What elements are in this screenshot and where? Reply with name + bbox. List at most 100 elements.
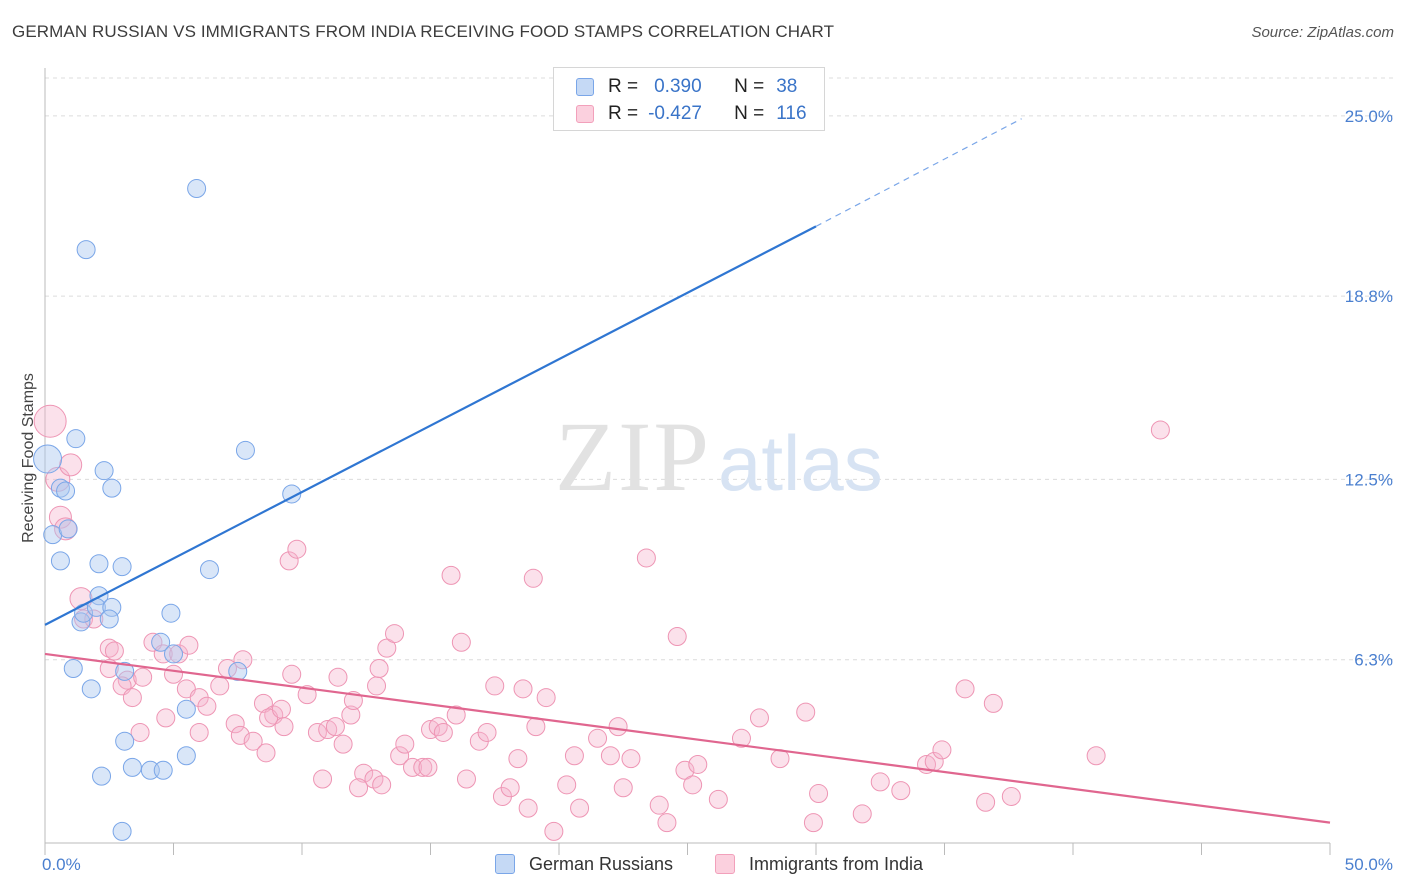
india-point: [731, 728, 751, 748]
india-point: [809, 784, 829, 804]
india-point: [749, 708, 769, 728]
india-point: [433, 722, 453, 742]
german-russian-point: [112, 821, 132, 841]
india-point: [99, 638, 119, 658]
india-point: [156, 708, 176, 728]
german-russian-point: [102, 478, 122, 498]
india-point: [983, 693, 1003, 713]
india-point: [803, 813, 823, 833]
german-russian-trend-line: [44, 225, 817, 626]
india-point: [390, 746, 410, 766]
india-point: [33, 404, 67, 438]
x-tick-label: 50.0%: [1345, 855, 1393, 874]
india-point: [1086, 746, 1106, 766]
german-russian-point: [33, 444, 63, 474]
german-russian-point: [151, 632, 171, 652]
india-point: [130, 722, 150, 742]
legend-n-value: 38: [776, 76, 798, 97]
german-russian-point: [63, 658, 83, 678]
india-point: [225, 714, 245, 734]
india-point: [313, 769, 333, 789]
india-point: [600, 746, 620, 766]
india-point: [367, 676, 387, 696]
india-point: [508, 749, 528, 769]
german-russian-point: [122, 757, 142, 777]
german-russian-point: [102, 597, 122, 617]
india-point: [513, 679, 533, 699]
india-point: [544, 821, 564, 841]
india-point: [385, 624, 405, 644]
india-point: [256, 743, 276, 763]
india-point: [500, 778, 520, 798]
india-point: [870, 772, 890, 792]
india-point: [59, 453, 83, 477]
german-russian-point: [161, 603, 181, 623]
german-russian-point: [66, 429, 86, 449]
india-point: [518, 798, 538, 818]
legend: R = 0.390 N = 38 R = -0.427 N = 116: [553, 67, 825, 131]
india-point: [1150, 420, 1170, 440]
german-russian-point: [99, 609, 119, 629]
india-point: [446, 705, 466, 725]
india-point: [683, 775, 703, 795]
india-point: [279, 551, 299, 571]
german-russian-point: [153, 760, 173, 780]
india-point: [608, 717, 628, 737]
legend-swatch-blue: [576, 78, 594, 96]
india-point: [164, 664, 183, 684]
legend-row-india: R = -0.427 N = 116: [576, 101, 807, 127]
india-point: [451, 632, 471, 652]
india-point: [485, 676, 505, 696]
india-point: [891, 781, 911, 801]
india-point: [153, 644, 173, 664]
india-point: [657, 813, 677, 833]
india-point: [179, 635, 199, 655]
german-russian-point: [50, 551, 70, 571]
india-point: [395, 734, 415, 754]
india-point: [621, 749, 641, 769]
india-point: [708, 789, 728, 809]
y-tick-label: 18.8%: [1345, 287, 1393, 306]
german-russian-point: [164, 644, 183, 664]
india-point: [688, 754, 708, 774]
india-point: [364, 769, 384, 789]
india-point: [523, 568, 543, 588]
y-tick-label: 6.3%: [1354, 651, 1393, 670]
y-tick-label: 12.5%: [1345, 470, 1393, 489]
x-tick-labels: 0.0% 50.0%: [42, 855, 1393, 874]
german-russian-point: [56, 481, 76, 501]
india-point: [564, 746, 584, 766]
german-russian-point: [176, 699, 196, 719]
india-point: [333, 734, 353, 754]
india-point: [233, 650, 253, 670]
bottom-legend-german-russians: German Russians: [495, 851, 673, 877]
german-russian-point: [112, 557, 132, 577]
india-point: [328, 667, 348, 687]
india-point: [418, 757, 438, 777]
german-russian-point: [92, 766, 112, 786]
legend-r-value: -0.427: [648, 103, 702, 124]
india-point: [536, 688, 556, 708]
india-point: [230, 725, 250, 745]
legend-n-label: N =: [734, 76, 765, 97]
india-point: [372, 775, 392, 795]
india-point: [325, 717, 345, 737]
india-point: [526, 717, 546, 737]
india-point: [287, 539, 307, 559]
india-point: [74, 609, 94, 629]
bottom-legend-label: German Russians: [529, 853, 674, 874]
india-point: [441, 565, 461, 585]
india-point: [796, 702, 816, 722]
german-russian-point: [94, 461, 114, 481]
axes: [44, 68, 1331, 855]
german-russian-point: [176, 746, 196, 766]
german-russian-point: [228, 661, 248, 681]
legend-swatch-pink: [576, 105, 594, 123]
y-tick-label: 25.0%: [1345, 107, 1393, 126]
india-point: [976, 792, 996, 812]
india-point: [932, 740, 952, 760]
y-tick-labels: 6.3% 12.5% 18.8% 25.0%: [1345, 107, 1393, 670]
german-russian-point: [115, 731, 135, 751]
watermark-zip: ZIP: [555, 401, 711, 512]
